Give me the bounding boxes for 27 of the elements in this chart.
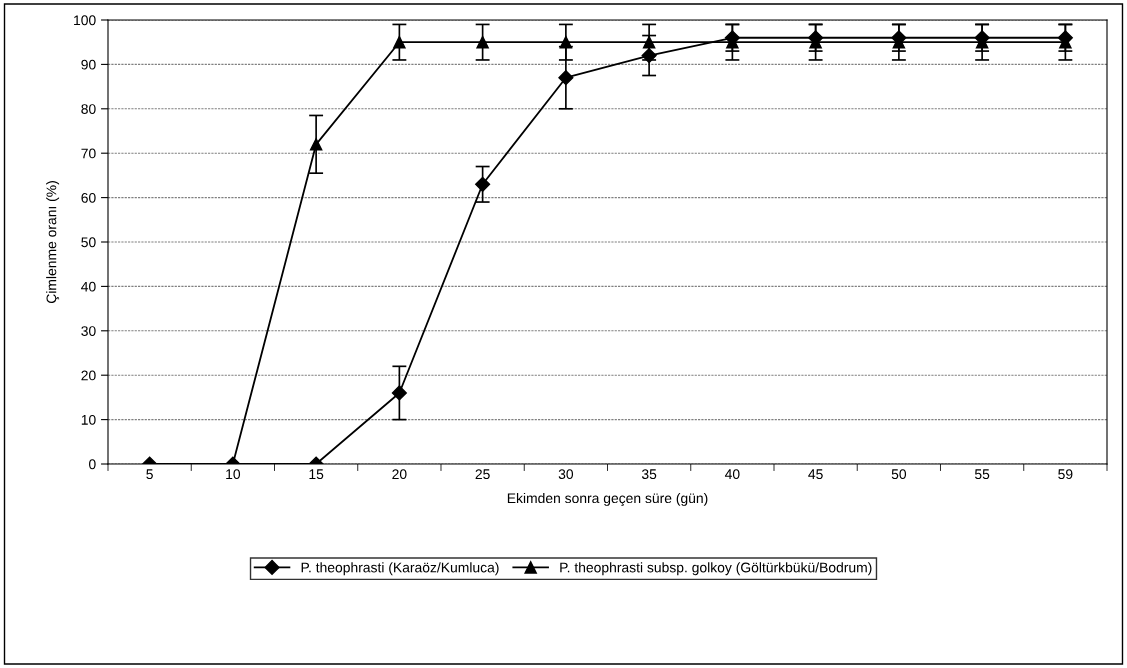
y-tick-label: 60 <box>81 192 96 203</box>
y-tick-label: 80 <box>81 104 96 114</box>
legend-label: P. theophrasti subsp. golkoy (Göltürkbükü/Bodrum) <box>560 562 872 576</box>
legend-label: P. theophrasti (Karaöz/Kumluca) <box>301 562 499 576</box>
x-tick-label: 50 <box>891 469 907 480</box>
x-axis-title: Ekimden sonra geçen süre (gün) <box>507 492 708 506</box>
x-tick-label: 55 <box>974 469 990 480</box>
x-tick-label: 30 <box>558 469 574 480</box>
y-tick-label: 70 <box>81 148 96 159</box>
y-tick-label: 20 <box>81 370 96 381</box>
x-tick-label: 40 <box>724 469 740 480</box>
y-tick-label: 100 <box>74 15 96 26</box>
y-tick-label: 90 <box>81 59 96 70</box>
y-tick-label: 10 <box>81 414 96 425</box>
x-tick-label: 25 <box>475 469 490 480</box>
x-tick-label: 59 <box>1058 469 1073 480</box>
y-axis-title: Çimlenme oranı (%) <box>46 181 60 304</box>
x-tick-label: 45 <box>808 469 823 480</box>
y-tick-label: 30 <box>81 326 96 336</box>
y-tick-label: 40 <box>81 281 96 292</box>
x-tick-label: 35 <box>641 469 657 480</box>
x-tick-label: 15 <box>309 469 324 480</box>
y-tick-label: 50 <box>81 237 96 248</box>
y-tick-label: 0 <box>89 459 96 470</box>
x-tick-label: 5 <box>146 469 153 480</box>
x-tick-label: 20 <box>392 469 407 480</box>
x-tick-label: 10 <box>226 469 241 480</box>
